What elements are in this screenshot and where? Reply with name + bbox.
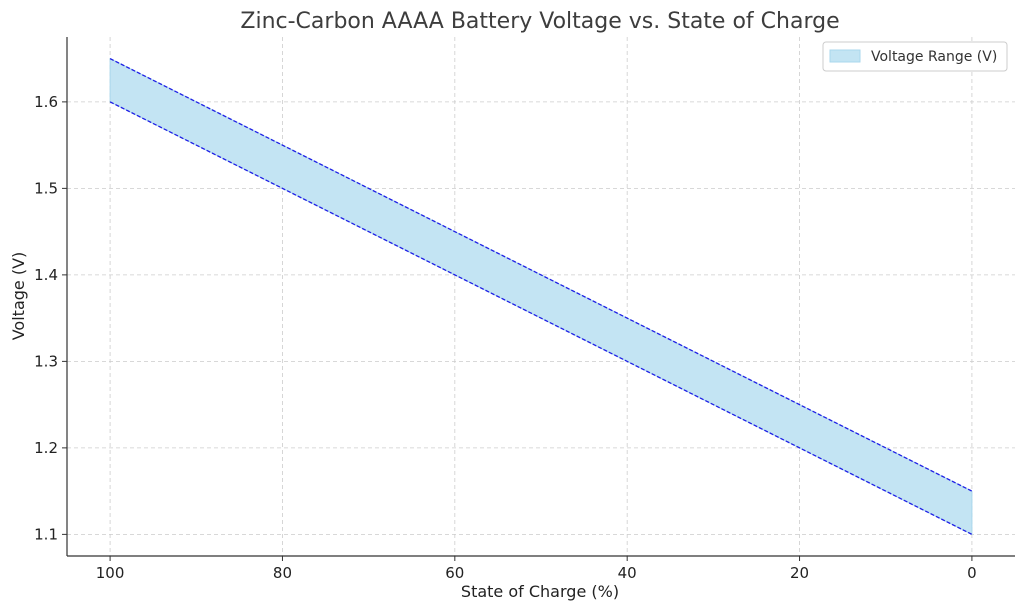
- ticks: 100 80 60 40 20 0 1.1 1.2 1.3 1.4 1.5 1.6: [34, 93, 977, 582]
- lower-bound-line: [109, 101, 973, 535]
- x-tick-label: 20: [790, 564, 809, 582]
- chart-title: Zinc-Carbon AAAA Battery Voltage vs. Sta…: [240, 9, 839, 34]
- y-tick-label: 1.6: [34, 93, 58, 111]
- y-tick-label: 1.4: [34, 266, 58, 284]
- y-tick-label: 1.1: [34, 525, 58, 543]
- legend-label: Voltage Range (V): [871, 49, 997, 65]
- x-axis-label: State of Charge (%): [461, 582, 619, 601]
- grid: [67, 37, 1015, 556]
- x-tick-label: 80: [273, 564, 292, 582]
- y-tick-label: 1.2: [34, 439, 58, 457]
- voltage-range-band: [109, 57, 973, 536]
- legend-box: [822, 41, 1008, 72]
- y-tick-label: 1.5: [34, 179, 58, 197]
- voltage-band: [109, 57, 973, 536]
- x-tick-label: 40: [618, 564, 637, 582]
- x-tick-label: 0: [967, 564, 977, 582]
- upper-bound-line: [109, 58, 973, 492]
- legend-swatch: [829, 49, 861, 63]
- x-tick-label: 100: [96, 564, 125, 582]
- axes: [66, 37, 1015, 557]
- legend: Voltage Range (V): [822, 41, 1008, 72]
- x-tick-label: 60: [445, 564, 464, 582]
- y-tick-label: 1.3: [34, 352, 58, 370]
- y-axis-label: Voltage (V): [9, 252, 28, 341]
